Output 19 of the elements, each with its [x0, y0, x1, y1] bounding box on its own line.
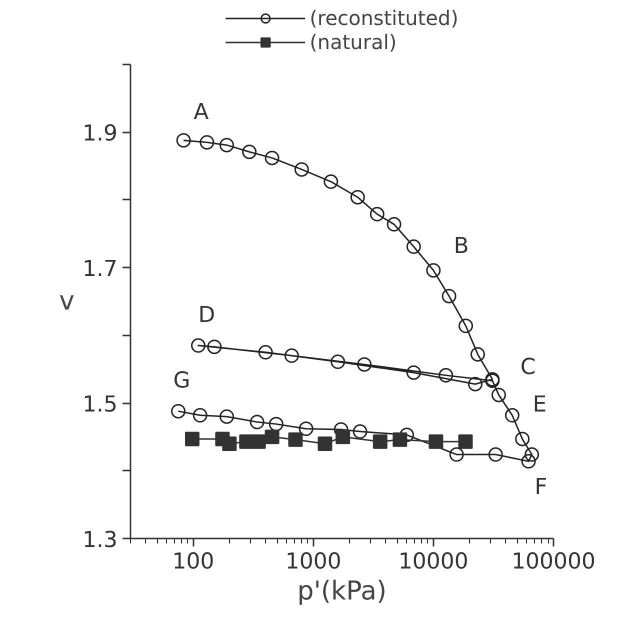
annotation: G: [173, 368, 190, 394]
annotation: C: [520, 354, 536, 380]
annotation: A: [194, 100, 209, 125]
y-tick-label: 1.5: [82, 392, 118, 418]
annotation: F: [534, 474, 548, 500]
annotation: D: [198, 303, 216, 328]
x-tick-label: 1000: [285, 550, 342, 574]
x-tick-label: 10000: [398, 550, 468, 574]
x-tick-label: 100: [172, 550, 214, 574]
annotation: B: [454, 234, 469, 260]
x-tick-label: 100000: [512, 550, 596, 574]
legend-label: (reconstituted): [310, 6, 458, 30]
y-axis-title: v: [59, 286, 75, 316]
y-tick-label: 1.9: [82, 122, 118, 147]
annotation: E: [532, 392, 547, 418]
y-tick-label: 1.3: [82, 528, 118, 553]
y-tick-label: 1.7: [82, 257, 118, 282]
x-axis-title: p'(kPa): [297, 576, 387, 606]
legend-label: (natural): [310, 30, 397, 54]
